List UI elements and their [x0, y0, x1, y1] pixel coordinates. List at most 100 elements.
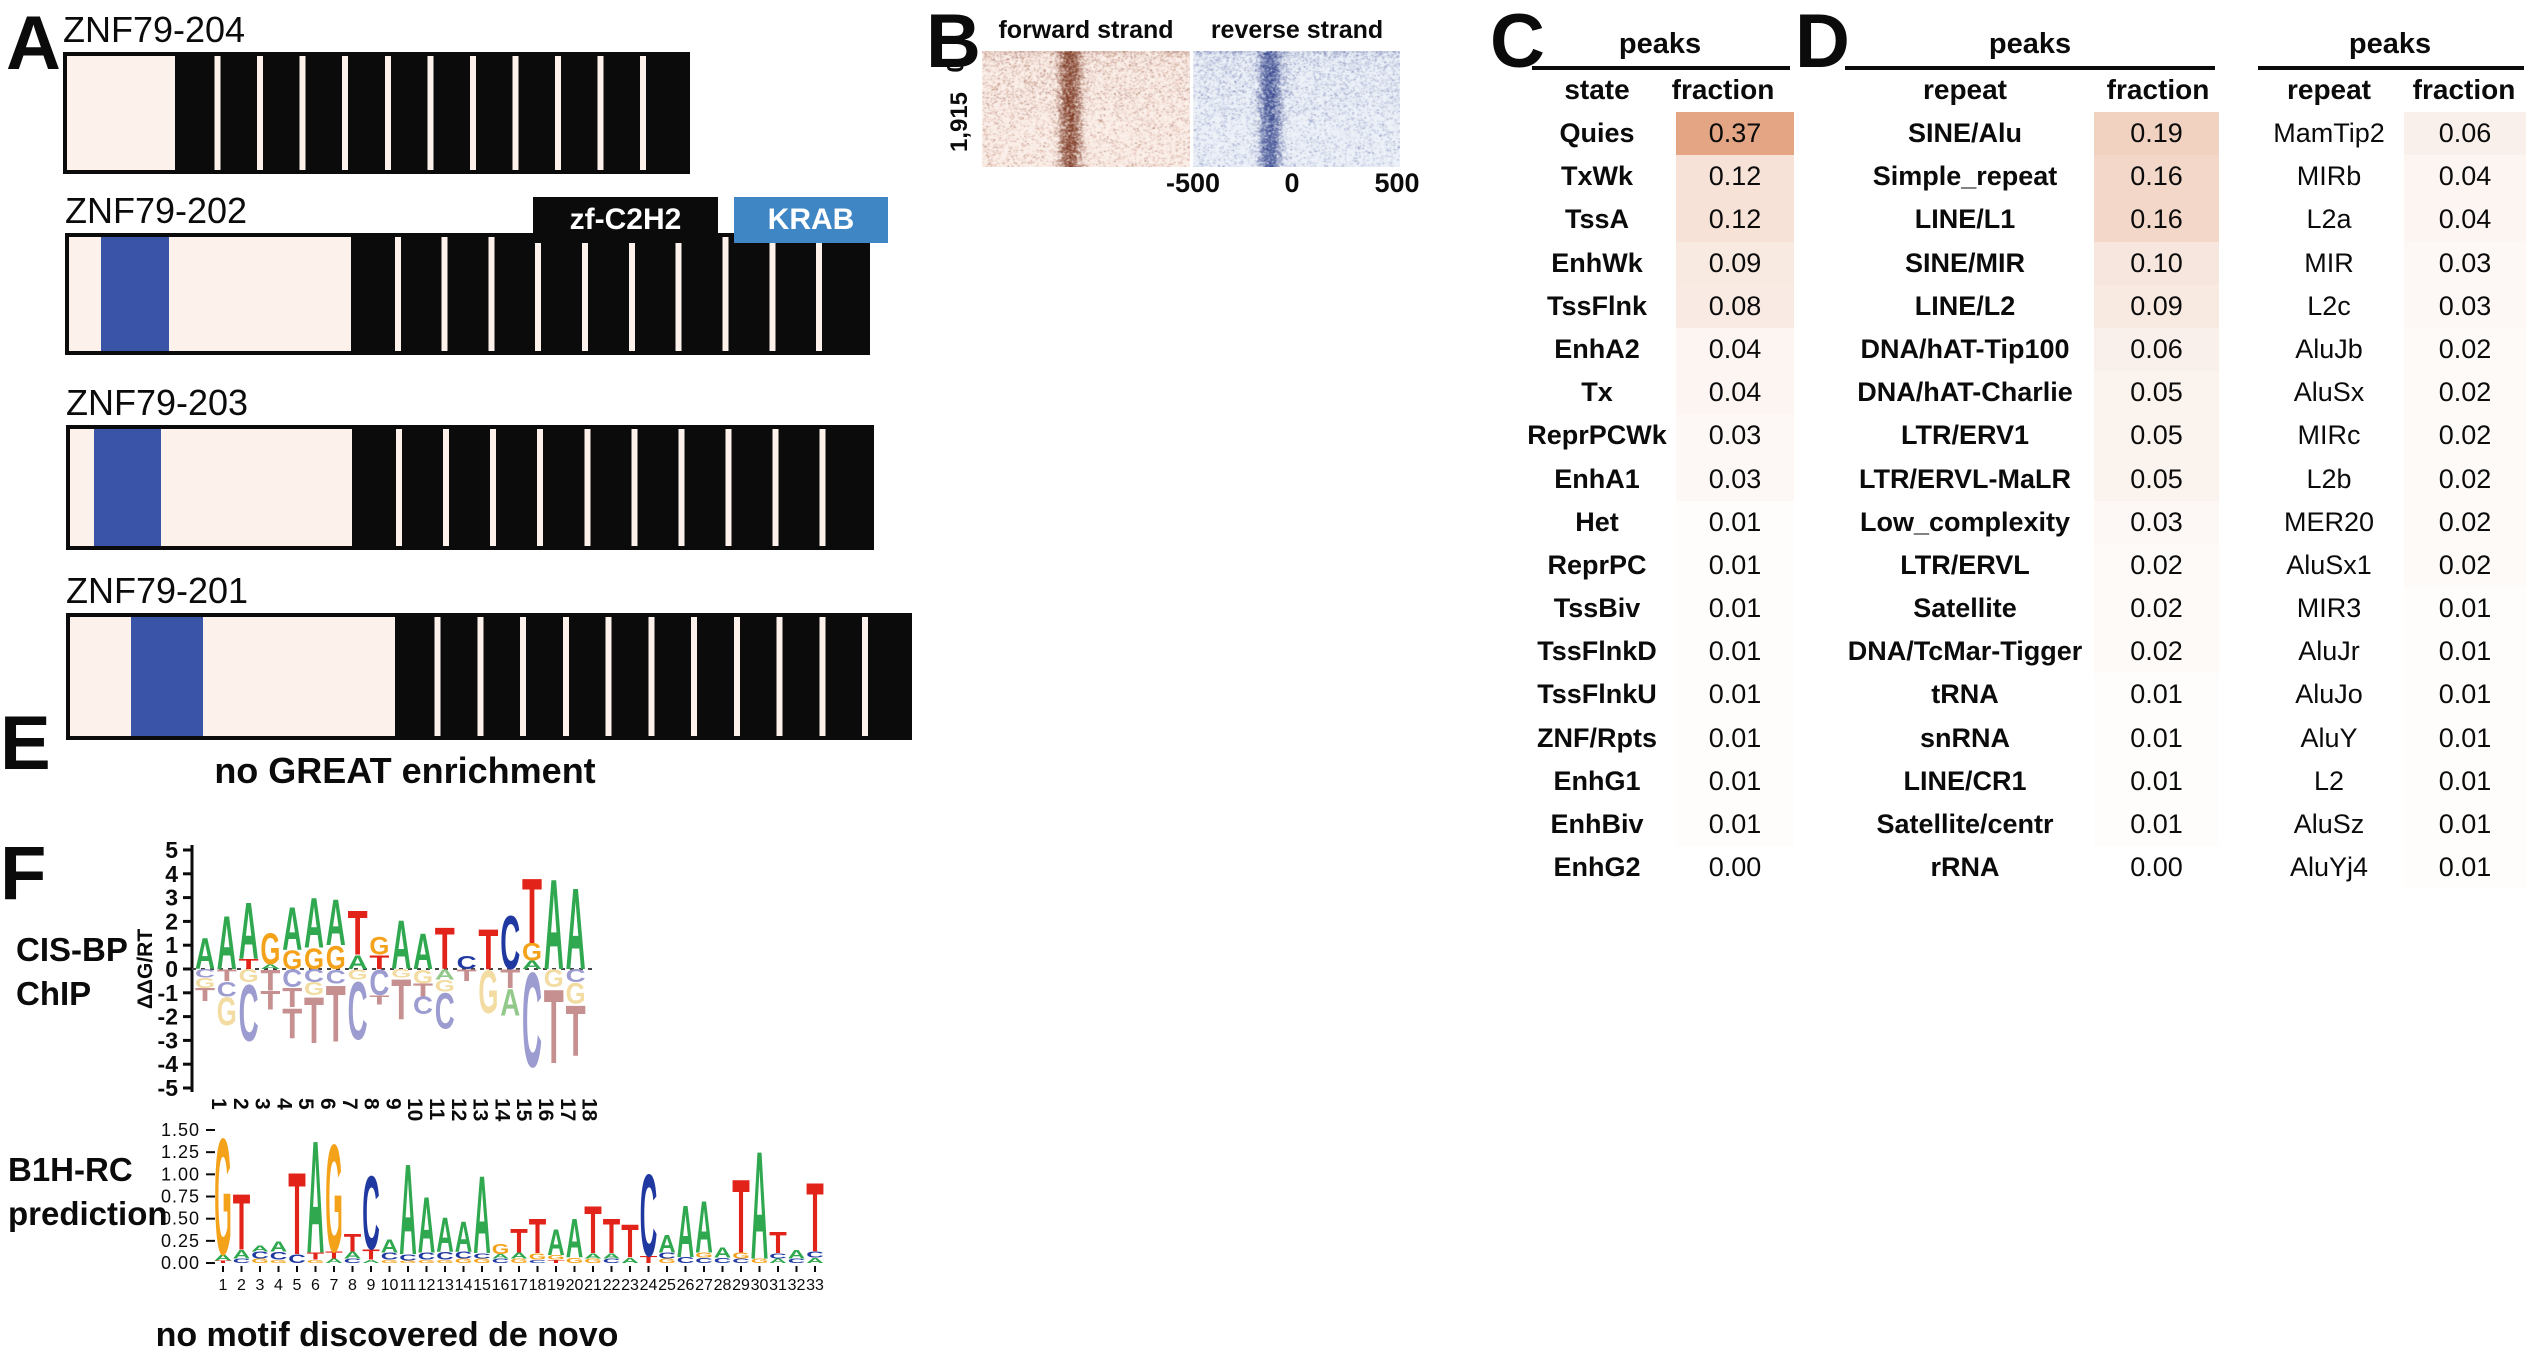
table-row: EnhA2 0.04 [1518, 327, 1794, 372]
table-row: L2a 0.04 [2254, 198, 2526, 242]
logo-letter: G [195, 975, 215, 991]
logo2-x-tick-label: 3 [256, 1277, 265, 1294]
row-label-cell: Satellite/centr [1876, 809, 2054, 839]
logo-letter: A [362, 1259, 380, 1265]
logo-letter: G [435, 977, 455, 995]
table-row: LTR/ERV1 0.05 [1836, 414, 2219, 458]
table-d2-col-repeat: repeat [2286, 74, 2372, 105]
logo-letter: C [492, 1257, 510, 1264]
logo2-x-tick-label: 6 [311, 1277, 320, 1294]
logo1-y-tick-label: -4 [158, 1051, 179, 1077]
logo-letter: C [500, 902, 520, 986]
row-label-cell: ReprPC [1547, 549, 1647, 580]
logo-letter: C [806, 1250, 824, 1260]
fraction-cell: 0.05 [2094, 414, 2219, 458]
logo-letter: T [806, 1164, 824, 1274]
row-label-cell: AluSx1 [2286, 549, 2372, 580]
table-row: SINE/Alu 0.19 [1836, 112, 2219, 156]
logo-letter: A [510, 1251, 528, 1261]
table-row: MIRb 0.04 [2254, 155, 2526, 199]
table-c-header: peaks [1618, 28, 1702, 60]
row-label-cell: EnhWk [1551, 247, 1643, 278]
table-row: DNA/TcMar-Tigger 0.02 [1836, 630, 2219, 674]
logo2-x-tick-label: 11 [400, 1277, 417, 1294]
logo-letter: G [260, 926, 280, 975]
logo-letter: A [473, 1154, 491, 1278]
logo-letter: C [788, 1257, 806, 1264]
logo-letter: T [326, 969, 346, 1059]
logo-letter: C [695, 1256, 713, 1264]
logo-letter: G [270, 1259, 288, 1265]
fraction-cell: 0.01 [1708, 809, 1762, 839]
row-label-cell: Satellite [1913, 593, 2017, 624]
logo-letter: T [732, 1159, 750, 1276]
row-label-cell: Tx [1581, 377, 1613, 408]
logo-letter: T [348, 899, 368, 969]
logo-letter: T [233, 1177, 251, 1267]
logo1-x-tick-label: 3 [251, 1098, 274, 1110]
logo1-x-tick-label: 11 [425, 1098, 448, 1121]
logo2-x-tick-label: 33 [806, 1277, 824, 1294]
logo-letter: C [344, 1257, 362, 1264]
logo-letter: A [233, 1247, 251, 1261]
fraction-cell: 0.03 [2404, 241, 2526, 285]
table-row: LINE/CR1 0.01 [1836, 760, 2219, 803]
heatmap-xtick-500: 500 [1374, 168, 1420, 198]
fraction-cell: 0.05 [2094, 371, 2219, 415]
logo-letter: A [621, 1256, 639, 1264]
table-d2-rule [2258, 66, 2524, 70]
logo2-x-tick-label: 15 [473, 1277, 491, 1294]
table-row: ZNF/Rpts 0.01 [1518, 717, 1794, 760]
logo-letter: C [640, 1152, 658, 1282]
logo-letter: T [529, 1209, 547, 1265]
table-row: TssFlnkU 0.01 [1518, 673, 1794, 716]
fraction-cell: 0.01 [1708, 722, 1762, 753]
logo1-x-tick-label: 5 [294, 1098, 317, 1110]
logo-letter: G [381, 1259, 399, 1265]
logo2-x-tick-label: 10 [381, 1277, 399, 1294]
logo-letter: A [399, 1137, 417, 1282]
logo-letter: T [500, 964, 520, 994]
logo-letter: C [566, 967, 586, 987]
fraction-cell: 0.01 [1708, 549, 1762, 580]
zf-c2h2-domain-box: zf-C2H2 [533, 197, 718, 243]
logo-letter: G [214, 1105, 232, 1290]
logo-letter: G [522, 938, 542, 966]
table-row: Het 0.01 [1518, 501, 1794, 544]
logo-letter: T [282, 983, 302, 1014]
table-d2-header: peaks [2348, 28, 2432, 60]
logo-letter: G [391, 967, 411, 980]
table-row: rRNA 0.00 [1836, 846, 2219, 889]
logo-letter: C [455, 1250, 473, 1261]
logo-letter: C [677, 1255, 695, 1265]
row-label-cell: EnhA2 [1554, 333, 1640, 364]
row-label-cell: MIRc [2297, 420, 2361, 451]
logo-letter: C [362, 1155, 380, 1272]
logo-letter: A [492, 1253, 510, 1260]
logo-letter: C [658, 1251, 676, 1261]
fraction-cell: 0.02 [2404, 414, 2526, 458]
logo-letter: T [362, 1247, 380, 1263]
logo-letter: G [478, 958, 498, 1027]
logo-letter: T [304, 984, 324, 1057]
logo-letter: T [510, 1221, 528, 1259]
logo-letter: A [584, 1252, 602, 1260]
logo-letter: G [695, 1251, 713, 1259]
logo-letter: C [239, 967, 259, 1057]
row-label-cell: MIR3 [2296, 593, 2362, 624]
fraction-cell: 0.02 [2404, 543, 2526, 588]
logo-letter: G [304, 980, 324, 1000]
table-row: AluSx 0.02 [2254, 371, 2526, 415]
fraction-cell: 0.02 [2404, 371, 2526, 415]
logo-letter: G [473, 1257, 491, 1264]
row-label-cell: rRNA [1930, 852, 2000, 883]
logo-letter: G [547, 1254, 565, 1261]
logo-letter: A [304, 884, 324, 963]
transcript-label: ZNF79-204 [63, 9, 246, 50]
logo2-x-tick-label: 17 [510, 1277, 528, 1294]
logo-letter: C [217, 977, 237, 1002]
logo-letter: C [270, 1250, 288, 1262]
cisbp-line1: CIS-BP [16, 931, 128, 968]
logo-letter: T [369, 993, 389, 1008]
logo1-x-tick-label: 4 [272, 1098, 295, 1110]
